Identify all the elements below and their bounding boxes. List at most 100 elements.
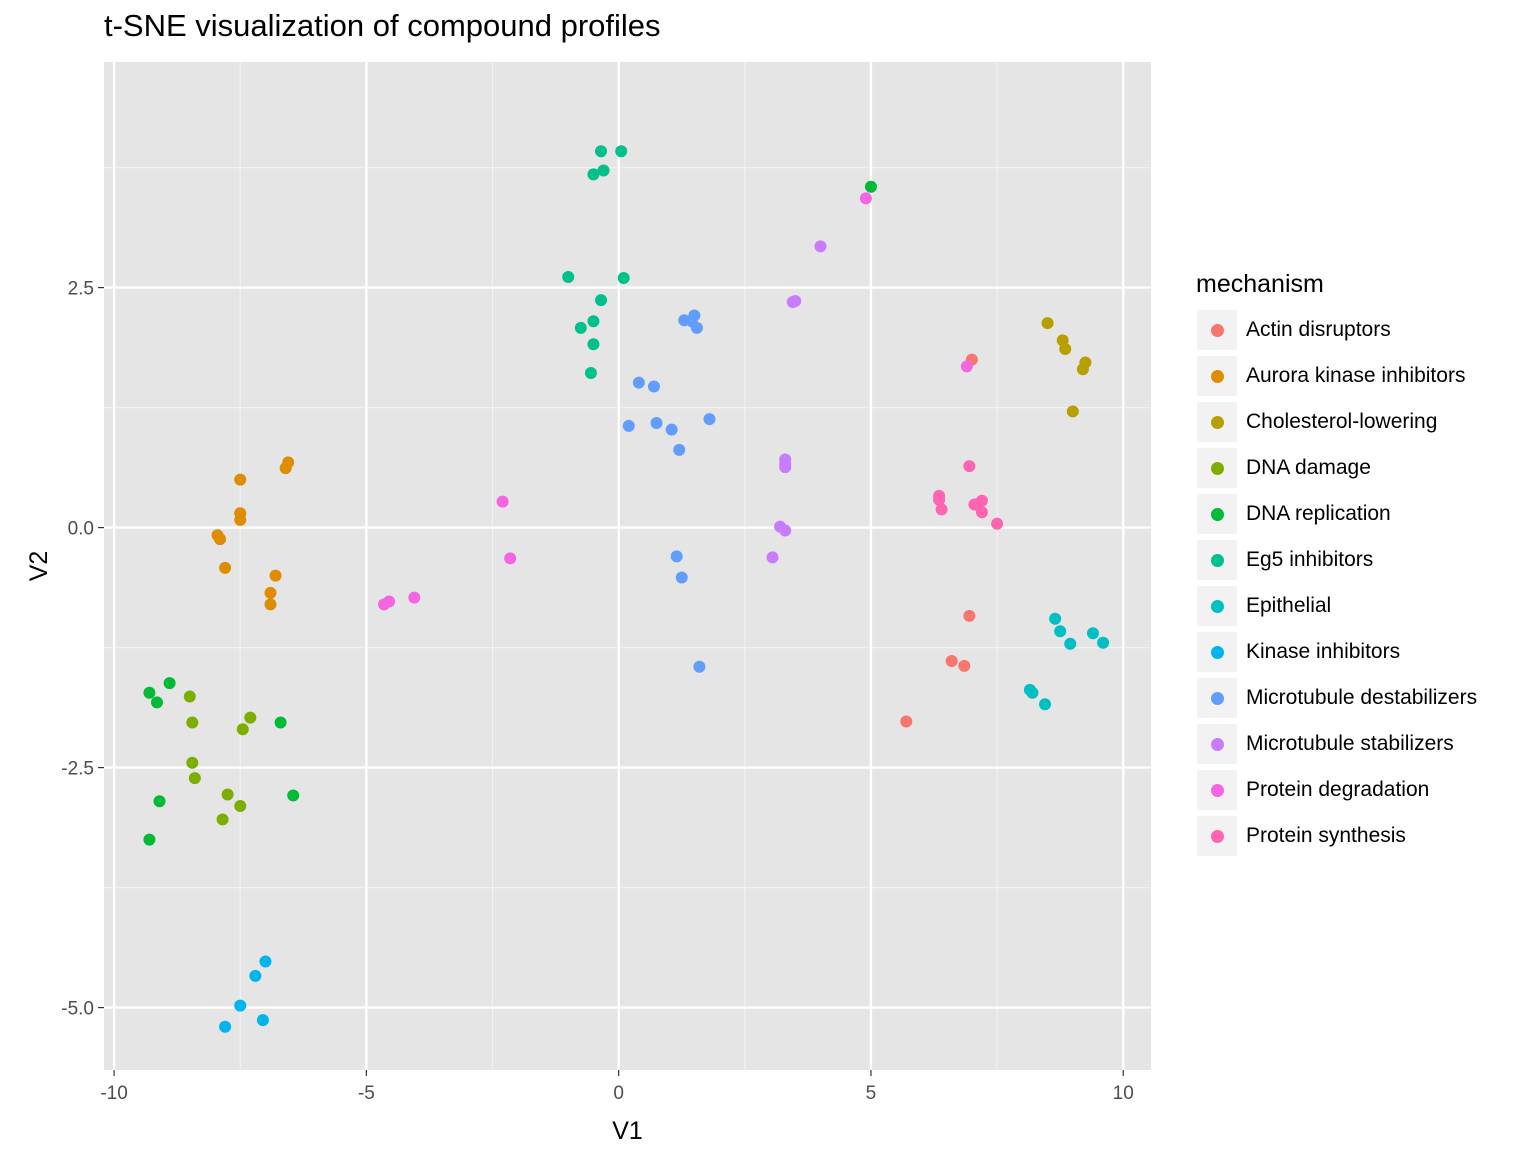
grid-minor [104,62,1151,1070]
point-actin-disruptors [900,715,913,728]
legend-dot-icon [1211,646,1224,659]
point-aurora-kinase-inhibitors [264,586,277,599]
legend-label: Cholesterol-lowering [1246,410,1438,433]
legend-item: Aurora kinase inhibitors [1196,353,1477,399]
point-aurora-kinase-inhibitors [269,569,282,582]
point-actin-disruptors [963,609,976,622]
point-protein-synthesis [975,506,988,519]
point-aurora-kinase-inhibitors [279,462,292,475]
point-eg5-inhibitors [587,315,600,328]
legend-item: Microtubule destabilizers [1196,675,1477,721]
point-microtubule-destabilizers [650,416,663,429]
legend-item: DNA damage [1196,445,1477,491]
legend-dot-icon [1211,416,1224,429]
legend-dot-icon [1211,324,1224,337]
legend-label: Protein synthesis [1246,824,1406,847]
x-tick-label: -10 [100,1083,127,1104]
legend-label: DNA damage [1246,456,1371,479]
point-eg5-inhibitors [584,367,597,380]
legend-item: Cholesterol-lowering [1196,399,1477,445]
legend-key [1196,769,1238,811]
point-protein-degradation [378,598,391,611]
point-aurora-kinase-inhibitors [264,598,277,611]
point-aurora-kinase-inhibitors [214,533,227,546]
point-protein-degradation [408,591,421,604]
legend-dot-icon [1211,784,1224,797]
point-epithelial [1039,698,1052,711]
point-protein-synthesis [991,517,1004,530]
legend-items: Actin disruptors Aurora kinase inhibitors… [1196,307,1477,859]
y-axis: -5.0 -2.5 0.0 2.5 [61,279,104,1020]
legend-dot-icon [1211,554,1224,567]
point-cholesterol-lowering [1066,405,1079,418]
point-microtubule-destabilizers [673,443,686,456]
point-dna-damage [186,716,199,729]
legend-title: mechanism [1196,270,1324,298]
point-microtubule-stabilizers [779,461,792,474]
point-cholesterol-lowering [1076,363,1089,376]
legend-item: Epithelial [1196,583,1477,629]
point-microtubule-destabilizers [647,380,660,393]
legend-key [1196,677,1238,719]
legend-label: Eg5 inhibitors [1246,548,1374,571]
point-cholesterol-lowering [1041,317,1054,330]
x-axis: -10 -5 0 5 10 [100,1070,1134,1104]
point-epithelial [1064,637,1077,650]
point-microtubule-destabilizers [622,419,635,432]
point-microtubule-destabilizers [703,413,716,426]
point-microtubule-destabilizers [675,571,688,584]
legend-dot-icon [1211,738,1224,751]
x-tick-label: -5 [358,1083,375,1104]
point-microtubule-destabilizers [690,321,703,334]
legend-label: Microtubule stabilizers [1246,732,1454,755]
x-tick-label: 5 [866,1083,877,1104]
legend-label: DNA replication [1246,502,1391,525]
point-actin-disruptors [958,659,971,672]
point-epithelial [1049,612,1062,625]
y-tick-label: -5.0 [61,999,94,1020]
point-epithelial [1086,627,1099,640]
y-tick-label: 0.0 [68,519,94,540]
point-eg5-inhibitors [615,145,628,158]
legend-item: Eg5 inhibitors [1196,537,1477,583]
x-tick-label: 10 [1113,1083,1134,1104]
point-protein-degradation [504,552,517,565]
legend-key [1196,309,1238,351]
point-microtubule-destabilizers [670,550,683,563]
point-microtubule-destabilizers [693,660,706,673]
legend-item: DNA replication [1196,491,1477,537]
point-actin-disruptors [945,655,958,668]
point-dna-replication [274,716,287,729]
point-eg5-inhibitors [595,294,608,307]
point-protein-degradation [859,192,872,205]
legend-key [1196,355,1238,397]
point-dna-damage [236,723,249,736]
point-eg5-inhibitors [587,338,600,351]
chart-title: t-SNE visualization of compound profiles [104,8,661,43]
legend-dot-icon [1211,600,1224,613]
point-kinase-inhibitors [259,955,272,968]
legend-label: Actin disruptors [1246,318,1391,341]
point-protein-synthesis [933,493,946,506]
legend-key [1196,815,1238,857]
legend-dot-icon [1211,370,1224,383]
x-tick-label: 0 [613,1083,624,1104]
point-aurora-kinase-inhibitors [234,473,247,486]
point-aurora-kinase-inhibitors [234,513,247,526]
legend-label: Epithelial [1246,594,1332,617]
point-kinase-inhibitors [256,1014,269,1027]
point-eg5-inhibitors [595,145,608,158]
legend-key [1196,723,1238,765]
point-dna-replication [287,789,300,802]
y-tick-label: -2.5 [61,759,94,780]
point-eg5-inhibitors [562,271,575,284]
legend: mechanism Actin disruptors Aurora kinase … [1196,270,1477,859]
point-protein-synthesis [935,503,948,516]
point-epithelial [1026,686,1039,699]
point-eg5-inhibitors [574,321,587,334]
point-eg5-inhibitors [617,272,630,284]
point-kinase-inhibitors [249,969,262,982]
point-dna-damage [188,772,201,785]
point-microtubule-destabilizers [665,423,678,436]
